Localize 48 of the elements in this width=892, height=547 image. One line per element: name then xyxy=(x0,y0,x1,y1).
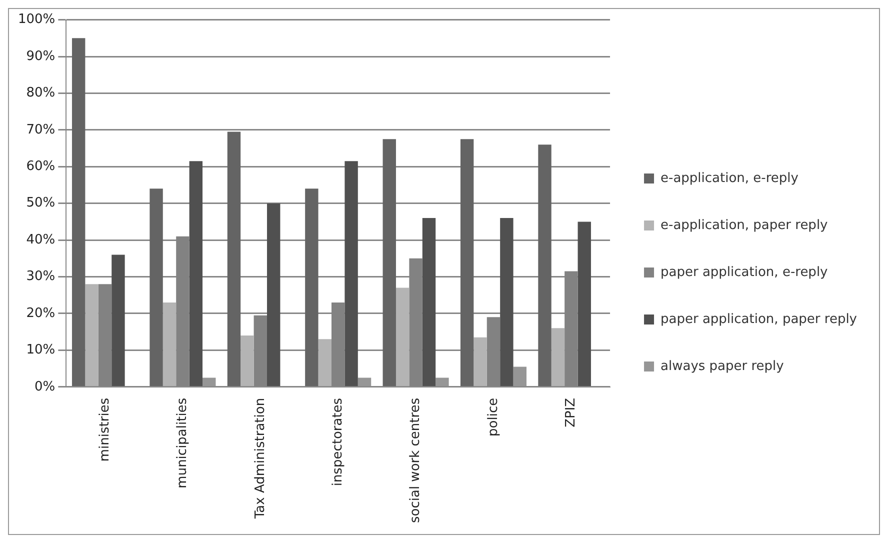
bar xyxy=(318,339,332,386)
y-tick-label: 20% xyxy=(26,306,56,321)
bar xyxy=(538,144,552,386)
bar xyxy=(85,284,98,386)
bar xyxy=(396,288,410,386)
y-tick-label: 30% xyxy=(26,269,56,284)
legend-label: e-application, e-reply xyxy=(660,170,799,186)
legend-label: e-application, paper reply xyxy=(660,218,828,233)
x-tick-label: ministries xyxy=(97,398,112,462)
bar xyxy=(72,38,86,386)
legend-label: paper application, e-reply xyxy=(660,264,828,280)
bar xyxy=(358,378,372,386)
bar xyxy=(267,203,280,386)
y-tick-label: 10% xyxy=(26,342,56,358)
bar xyxy=(422,218,436,386)
x-tick-label: municipalities xyxy=(175,398,190,488)
y-tick-label: 70% xyxy=(26,122,56,138)
bar xyxy=(344,161,358,386)
y-tick-label: 50% xyxy=(26,196,56,211)
bar xyxy=(474,337,487,386)
bar xyxy=(382,139,396,386)
x-tick-label: ZPIZ xyxy=(564,398,579,428)
x-tick-label: inspectorates xyxy=(330,398,346,486)
legend-label: paper application, paper reply xyxy=(660,312,858,327)
y-tick-label: 90% xyxy=(26,48,56,64)
bar xyxy=(240,336,254,386)
y-tick-label: 60% xyxy=(26,159,56,174)
x-tick-label: social work centres xyxy=(408,398,424,524)
bar xyxy=(189,161,203,386)
y-tick-label: 100% xyxy=(18,12,56,28)
bar xyxy=(162,302,176,386)
x-tick-label: police xyxy=(486,398,501,436)
bar xyxy=(150,188,163,386)
bar xyxy=(112,254,125,386)
x-tick-label: Tax Administration xyxy=(252,398,268,520)
y-tick-label: 80% xyxy=(26,86,56,101)
bar xyxy=(305,188,318,386)
bar xyxy=(578,222,591,386)
bar xyxy=(436,378,449,386)
bar xyxy=(227,132,241,386)
bar xyxy=(500,218,514,386)
bar xyxy=(202,378,216,386)
bar xyxy=(460,139,474,386)
legend-label: always paper reply xyxy=(660,358,784,374)
y-tick-label: 0% xyxy=(34,379,56,394)
y-tick-label: 40% xyxy=(26,232,56,248)
bar xyxy=(551,328,565,386)
bar xyxy=(513,366,526,386)
